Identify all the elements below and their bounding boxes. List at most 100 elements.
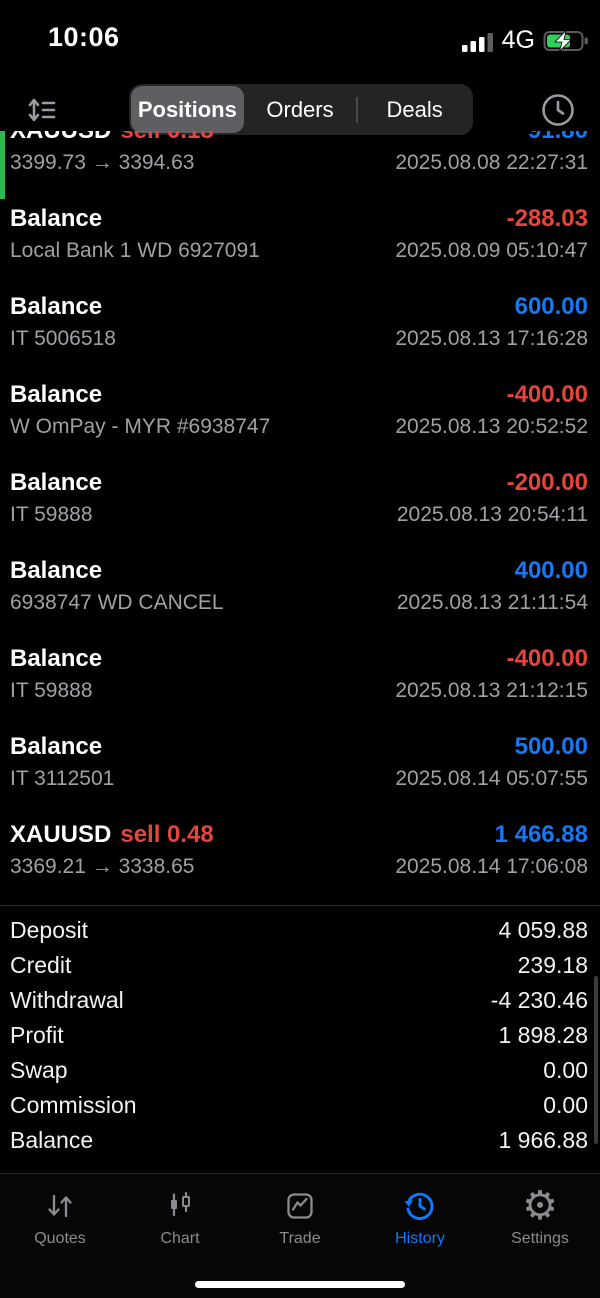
item-value: -400.00 — [506, 645, 588, 672]
home-indicator[interactable] — [195, 1281, 405, 1288]
item-value: 600.00 — [514, 293, 588, 320]
summary-row: Swap 0.00 — [10, 1053, 588, 1088]
history-item[interactable]: Balance -288.03 Local Bank 1 WD 6927091 … — [0, 191, 600, 279]
item-value: -400.00 — [506, 381, 588, 408]
status-time: 10:06 — [48, 22, 120, 52]
item-value: -200.00 — [506, 469, 588, 496]
summary-label: Deposit — [10, 917, 88, 943]
summary-label: Credit — [10, 952, 72, 978]
item-datetime: 2025.08.14 05:07:55 — [395, 767, 588, 790]
item-datetime: 2025.08.13 17:16:28 — [395, 327, 588, 350]
summary-value: 239.18 — [517, 952, 588, 978]
item-value: 1 466.88 — [494, 821, 588, 848]
item-detail: 3399.73 → 3394.63 — [10, 151, 195, 174]
tab-chart[interactable]: Chart — [120, 1174, 240, 1298]
item-side: sell 0.48 — [120, 821, 214, 848]
quotes-icon — [44, 1187, 76, 1225]
item-value: -288.03 — [506, 205, 588, 232]
history-item[interactable]: Balance -400.00 W OmPay - MYR #6938747 2… — [0, 367, 600, 455]
tab-label: Trade — [279, 1230, 321, 1247]
sort-icon — [28, 98, 56, 122]
settings-icon: ⚙ — [522, 1183, 558, 1229]
item-title: Balance — [10, 293, 103, 320]
network-type-label: 4G — [501, 26, 535, 54]
bottom-tab-bar: Quotes Chart — [0, 1173, 600, 1298]
status-indicators: 4G — [461, 26, 591, 55]
header: Positions Orders Deals — [0, 84, 600, 136]
item-detail: IT 5006518 — [10, 327, 116, 350]
item-datetime: 2025.08.13 21:12:15 — [395, 679, 588, 702]
summary-value: 0.00 — [543, 1092, 588, 1118]
sort-button[interactable] — [25, 93, 59, 130]
tab-history[interactable]: History — [360, 1174, 480, 1298]
item-detail: IT 59888 — [10, 503, 93, 526]
tab-label: History — [395, 1230, 445, 1247]
item-title: Balance — [10, 381, 103, 408]
item-title: Balance — [10, 205, 103, 232]
trade-icon — [284, 1187, 316, 1225]
item-detail: Local Bank 1 WD 6927091 — [10, 239, 260, 262]
tab-orders[interactable]: Orders — [244, 86, 357, 133]
time-period-button[interactable] — [539, 91, 577, 132]
summary-value: 4 059.88 — [498, 917, 588, 943]
account-summary: Deposit 4 059.88 Credit 239.18 Withdrawa… — [0, 905, 600, 1158]
tab-trade[interactable]: Trade — [240, 1174, 360, 1298]
tab-label: Chart — [160, 1230, 200, 1247]
history-item[interactable]: Balance -400.00 IT 59888 2025.08.13 21:1… — [0, 631, 600, 719]
summary-row: Credit 239.18 — [10, 948, 588, 983]
item-detail: IT 59888 — [10, 679, 93, 702]
summary-row: Balance 1 966.88 — [10, 1123, 588, 1158]
history-item[interactable]: Balance -200.00 IT 59888 2025.08.13 20:5… — [0, 455, 600, 543]
item-value: 91.80 — [528, 131, 588, 145]
summary-label: Commission — [10, 1092, 137, 1118]
item-datetime: 2025.08.08 22:27:31 — [395, 151, 588, 174]
item-datetime: 2025.08.13 20:54:11 — [396, 503, 588, 526]
item-title: Balance — [10, 557, 103, 584]
item-detail: 3369.21 → 3338.65 — [10, 855, 195, 878]
item-detail: 6938747 WD CANCEL — [10, 591, 224, 614]
tab-deals[interactable]: Deals — [358, 86, 471, 133]
item-title: Balance — [10, 469, 103, 496]
item-datetime: 2025.08.13 21:11:54 — [396, 591, 588, 614]
summary-value: 1 898.28 — [498, 1022, 588, 1048]
summary-row: Withdrawal -4 230.46 — [10, 983, 588, 1018]
tab-positions[interactable]: Positions — [131, 86, 244, 133]
summary-label: Balance — [10, 1127, 94, 1153]
summary-value: 0.00 — [543, 1057, 588, 1083]
segment-divider — [356, 96, 359, 123]
item-title: Balance — [10, 645, 103, 672]
summary-label: Profit — [10, 1022, 64, 1048]
item-side: sell 0.18 — [120, 131, 213, 144]
history-item[interactable]: Balance 400.00 6938747 WD CANCEL 2025.08… — [0, 543, 600, 631]
history-icon — [403, 1187, 437, 1225]
item-detail: IT 3112501 — [10, 767, 115, 790]
summary-row: Deposit 4 059.88 — [10, 913, 588, 948]
item-value: 500.00 — [514, 733, 588, 760]
history-item[interactable]: Balance 500.00 IT 3112501 2025.08.14 05:… — [0, 719, 600, 807]
item-value: 400.00 — [514, 557, 588, 584]
summary-value: 1 966.88 — [498, 1127, 588, 1153]
item-title: XAUUSD sell 0.48 — [10, 821, 214, 848]
summary-label: Withdrawal — [10, 987, 124, 1013]
item-datetime: 2025.08.13 20:52:52 — [395, 415, 588, 438]
scrollbar-thumb[interactable] — [594, 976, 598, 1144]
clock-icon — [542, 94, 574, 126]
summary-value: -4 230.46 — [490, 987, 588, 1013]
summary-label: Swap — [10, 1057, 68, 1083]
tab-label: Settings — [511, 1230, 569, 1247]
item-detail: W OmPay - MYR #6938747 — [10, 415, 271, 438]
item-datetime: 2025.08.14 17:06:08 — [395, 855, 588, 878]
tab-quotes[interactable]: Quotes — [0, 1174, 120, 1298]
item-datetime: 2025.08.09 05:10:47 — [395, 239, 588, 262]
cellular-signal-icon — [461, 32, 493, 52]
history-item[interactable]: XAUUSD sell 0.48 1 466.88 3369.21 → 3338.… — [0, 807, 600, 895]
history-item[interactable]: Balance 600.00 IT 5006518 2025.08.13 17:… — [0, 279, 600, 367]
battery-charging-icon — [543, 28, 588, 53]
history-type-tabs: Positions Orders Deals — [129, 84, 473, 135]
tab-settings[interactable]: ⚙ Settings — [480, 1174, 600, 1298]
